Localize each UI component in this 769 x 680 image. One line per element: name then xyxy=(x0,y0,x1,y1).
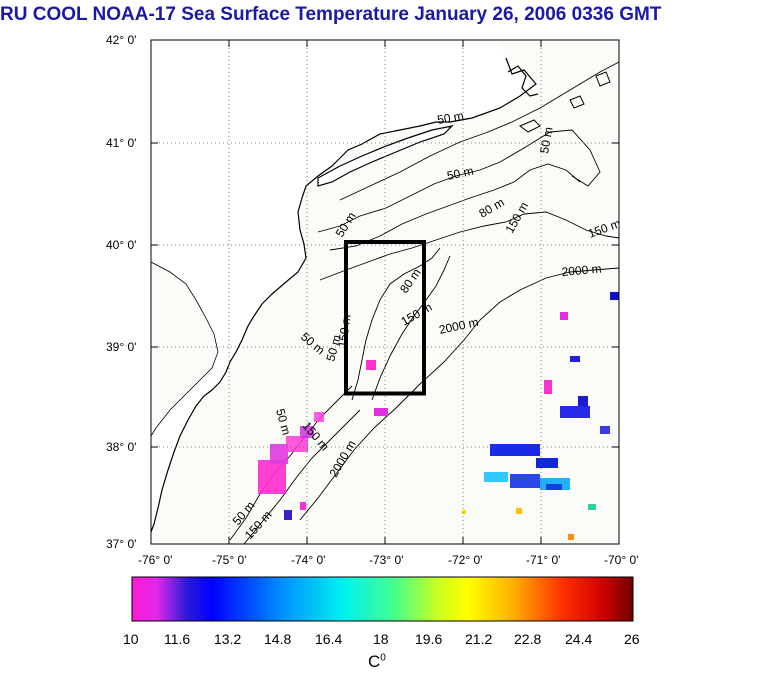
colorbar-tick: 13.2 xyxy=(214,631,242,647)
lat-label: 39° 0' xyxy=(106,340,137,354)
colorbar xyxy=(131,576,634,622)
colorbar-tick: 26 xyxy=(624,631,640,647)
contour-50m-north xyxy=(339,61,619,201)
colorbar-tick: 10 xyxy=(123,631,139,647)
contour-label: 50 m xyxy=(446,164,475,183)
lon-label: -74° 0' xyxy=(291,553,326,567)
contour-shelf-south2 xyxy=(243,409,361,544)
contour-label: 50 m xyxy=(436,109,465,127)
contour-label: 2000 m xyxy=(561,262,602,279)
lon-label: -71° 0' xyxy=(526,553,561,567)
lon-label: -76° 0' xyxy=(138,553,173,567)
colorbar-tick: 14.8 xyxy=(264,631,292,647)
colorbar-tick: 21.2 xyxy=(465,631,493,647)
sst-pixels xyxy=(258,292,619,540)
contour-shelf-south xyxy=(229,385,353,541)
contour-50m-mid xyxy=(317,129,601,233)
lon-label: -70° 0' xyxy=(604,553,639,567)
land-mass xyxy=(151,40,540,530)
coastline xyxy=(151,57,537,533)
colorbar-tick: 22.8 xyxy=(514,631,542,647)
map-title: RU COOL NOAA-17 Sea Surface Temperature … xyxy=(0,4,662,25)
contour-label: 50 m xyxy=(323,333,343,362)
lat-label: 38° 0' xyxy=(106,440,137,454)
lat-label: 41° 0' xyxy=(106,136,137,150)
contour-label: 50 m xyxy=(537,126,555,155)
contour-80m xyxy=(329,163,581,251)
colorbar-tick: 11.6 xyxy=(164,631,191,647)
lon-label: -73° 0' xyxy=(369,553,404,567)
colorbar-tick: 16.4 xyxy=(315,631,343,647)
colorbar-unit: C0 xyxy=(368,652,386,672)
lat-label: 42° 0' xyxy=(106,33,137,47)
lat-label: 37° 0' xyxy=(106,537,137,551)
colorbar-tick: 18 xyxy=(373,631,389,647)
contour-2000m xyxy=(299,267,619,521)
bay-water xyxy=(151,261,219,437)
lat-label: 40° 0' xyxy=(106,238,137,252)
cape-cod xyxy=(507,65,539,97)
study-area-box xyxy=(344,240,426,396)
contour-label: 50 m xyxy=(273,407,293,436)
contour-150m-box xyxy=(371,255,451,401)
unit-label: C xyxy=(368,652,381,671)
lon-label: -72° 0' xyxy=(448,553,483,567)
contour-150m-shelf xyxy=(319,211,619,281)
lon-label: -75° 0' xyxy=(212,553,247,567)
colorbar-tick: 24.4 xyxy=(565,631,593,647)
unit-superscript: 0 xyxy=(380,652,386,664)
colorbar-tick: 19.6 xyxy=(415,631,443,647)
